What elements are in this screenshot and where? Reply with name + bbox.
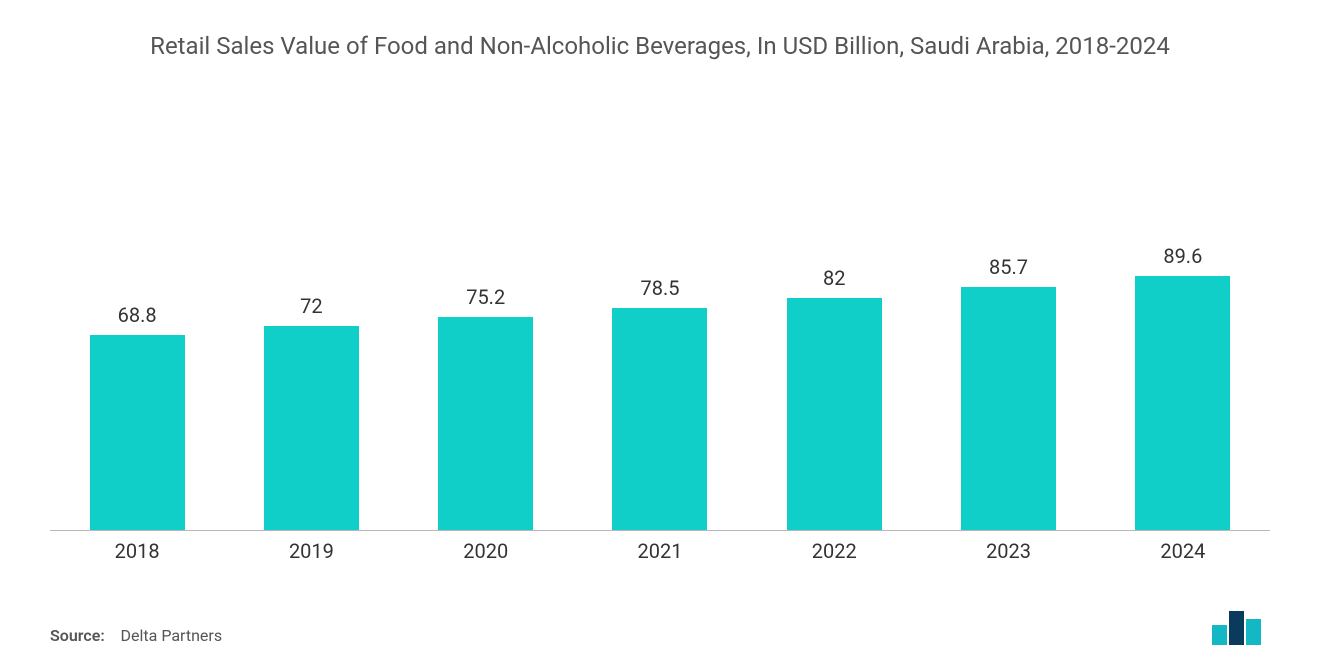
bar — [787, 298, 882, 530]
plot-area: 68.87275.278.58285.789.6 201820192020202… — [50, 92, 1270, 571]
source-label: Source: — [50, 626, 105, 645]
bar-value-label: 85.7 — [989, 255, 1028, 279]
bar — [1135, 276, 1230, 530]
brand-logo — [1212, 611, 1270, 645]
x-axis-label: 2024 — [1096, 539, 1270, 563]
x-axis-label: 2020 — [399, 539, 573, 563]
bar-group: 85.7 — [921, 92, 1095, 530]
source-value: Delta Partners — [121, 626, 223, 645]
x-axis-label: 2018 — [50, 539, 224, 563]
bar — [438, 317, 533, 530]
chart-container: Retail Sales Value of Food and Non-Alcoh… — [0, 0, 1320, 665]
bars-row: 68.8 72 75.2 78.5 82 85.7 89.6 — [50, 92, 1270, 531]
bar-value-label: 75.2 — [466, 285, 505, 309]
bar-value-label: 89.6 — [1163, 244, 1202, 268]
x-axis-label: 2023 — [921, 539, 1095, 563]
x-axis-label: 2021 — [573, 539, 747, 563]
source-attribution: Source: Delta Partners — [50, 626, 222, 645]
chart-footer: Source: Delta Partners — [40, 611, 1280, 645]
x-axis-label: 2022 — [747, 539, 921, 563]
bar-value-label: 82 — [823, 266, 845, 290]
bar — [264, 326, 359, 530]
bar-value-label: 68.8 — [118, 303, 157, 327]
chart-title: Retail Sales Value of Food and Non-Alcoh… — [40, 30, 1280, 62]
bar — [90, 335, 185, 530]
bar-value-label: 72 — [300, 294, 322, 318]
bar-group: 82 — [747, 92, 921, 530]
x-axis-label: 2019 — [224, 539, 398, 563]
bar-group: 89.6 — [1096, 92, 1270, 530]
x-axis-labels: 2018201920202021202220232024 — [50, 531, 1270, 571]
bar — [612, 308, 707, 530]
bar — [961, 287, 1056, 530]
bar-group: 78.5 — [573, 92, 747, 530]
bar-value-label: 78.5 — [640, 276, 679, 300]
bar-group: 68.8 — [50, 92, 224, 530]
bar-group: 75.2 — [399, 92, 573, 530]
bar-group: 72 — [224, 92, 398, 530]
